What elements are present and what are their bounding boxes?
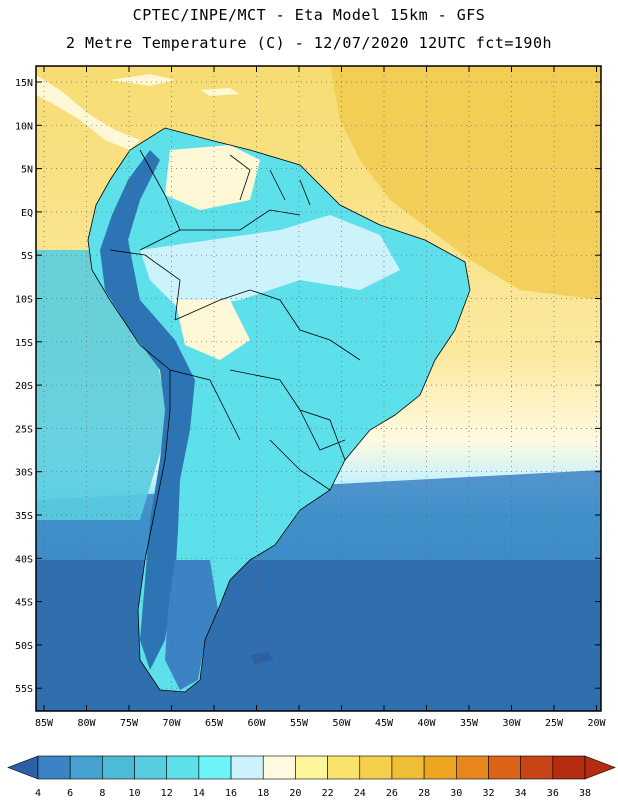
colorbar-swatch xyxy=(455,755,489,780)
lon-label: 50W xyxy=(332,718,351,729)
colorbar-label: 38 xyxy=(579,788,591,799)
map-frame xyxy=(35,65,602,712)
lon-label: 30W xyxy=(502,718,521,729)
colorbar-label: 32 xyxy=(482,788,494,799)
colorbar-swatch xyxy=(327,755,361,780)
lon-label: 80W xyxy=(77,718,96,729)
patagonia-region xyxy=(165,560,218,690)
colorbar-label: 34 xyxy=(515,788,527,799)
lon-label: 65W xyxy=(205,718,224,729)
axis-ticks xyxy=(36,66,601,711)
colorbar-swatch xyxy=(102,755,135,780)
colorbar-label: 26 xyxy=(386,788,398,799)
colorbar-swatch xyxy=(520,755,554,780)
colorbar-label: 18 xyxy=(257,788,269,799)
colorbar-label: 4 xyxy=(35,788,41,799)
colorbar-swatch xyxy=(198,755,232,780)
country-borders xyxy=(87,127,471,693)
lat-label: 30S xyxy=(15,468,33,479)
colorbar-label: 8 xyxy=(99,788,105,799)
colorbar-swatch xyxy=(488,755,521,780)
colorbar-swatch xyxy=(69,755,103,780)
lon-label: 40W xyxy=(417,718,436,729)
caribbean-islands xyxy=(110,74,240,96)
lat-lon-grid xyxy=(36,66,601,711)
colorbar-swatch xyxy=(391,755,425,780)
lat-label: 5N xyxy=(21,165,33,176)
lon-label: 75W xyxy=(120,718,139,729)
latitude-labels: 15N 10N 5N EQ 5S 10S 15S 20S 25S 30S 35S 40S 45S 50S 5… xyxy=(15,78,33,695)
colorbar-swatch xyxy=(37,755,71,780)
lon-label: 45W xyxy=(375,718,394,729)
temperature-colorbar: 4 6 8 10 12 14 16 18 20 22 24 26 28 30 32 34 36 38 xyxy=(7,755,616,799)
colorbar-swatch xyxy=(166,755,200,780)
longitude-labels: 85W 80W 75W 70W 65W 60W 55W 50W 45W 40W 35W 30W 25W 2… xyxy=(35,718,607,729)
colorbar-low-arrow xyxy=(7,755,39,780)
colorbar-label: 28 xyxy=(418,788,430,799)
lon-label: 60W xyxy=(247,718,266,729)
colorbar-swatch xyxy=(552,755,586,780)
bolivia-mild-land xyxy=(175,300,250,360)
lat-label: 15S xyxy=(15,338,33,349)
colorbar-swatch xyxy=(423,755,457,780)
colorbar-label: 22 xyxy=(322,788,334,799)
lat-label: 45S xyxy=(15,598,33,609)
map-title: CPTEC/INPE/MCT - Eta Model 15km - GFS xyxy=(132,6,486,24)
colorbar-swatch xyxy=(230,755,264,780)
lat-label: EQ xyxy=(21,208,33,219)
colorbar-swatch xyxy=(262,755,296,780)
lon-label: 85W xyxy=(35,718,54,729)
lon-label: 70W xyxy=(162,718,181,729)
lat-label: 20S xyxy=(15,381,33,392)
lon-label: 20W xyxy=(587,718,606,729)
colorbar-swatch xyxy=(295,755,328,780)
lat-label: 50S xyxy=(15,641,33,652)
northern-warm-land xyxy=(165,145,260,210)
lat-label: 15N xyxy=(15,78,33,89)
lat-label: 25S xyxy=(15,424,33,435)
amazon-mild-region xyxy=(140,215,400,310)
colorbar-label: 20 xyxy=(289,788,301,799)
colorbar-swatch xyxy=(359,755,393,780)
colorbar-label: 10 xyxy=(129,788,141,799)
colorbar-label: 16 xyxy=(225,788,237,799)
lon-label: 35W xyxy=(460,718,479,729)
lat-label: 35S xyxy=(15,511,33,522)
andes-cold-region xyxy=(100,150,195,670)
warm-atlantic-region xyxy=(330,66,601,300)
lat-label: 10N xyxy=(15,121,33,132)
colorbar-swatch xyxy=(134,755,168,780)
colorbar-label: 12 xyxy=(161,788,173,799)
falkland-islands xyxy=(250,652,274,664)
map-subtitle: 2 Metre Temperature (C) - 12/07/2020 12U… xyxy=(65,34,553,52)
colorbar-label: 24 xyxy=(354,788,366,799)
colorbar-label: 14 xyxy=(193,788,205,799)
lat-label: 5S xyxy=(21,251,33,262)
lon-label: 55W xyxy=(290,718,309,729)
colorbar-label: 36 xyxy=(547,788,559,799)
lat-label: 10S xyxy=(15,295,33,306)
lon-label: 25W xyxy=(545,718,564,729)
central-america-land xyxy=(36,75,140,150)
colorbar-label: 6 xyxy=(67,788,73,799)
lat-label: 40S xyxy=(15,554,33,565)
map-panel xyxy=(36,66,601,711)
colorbar-high-arrow xyxy=(584,755,616,780)
lat-label: 55S xyxy=(15,684,33,695)
colorbar-label: 30 xyxy=(450,788,462,799)
